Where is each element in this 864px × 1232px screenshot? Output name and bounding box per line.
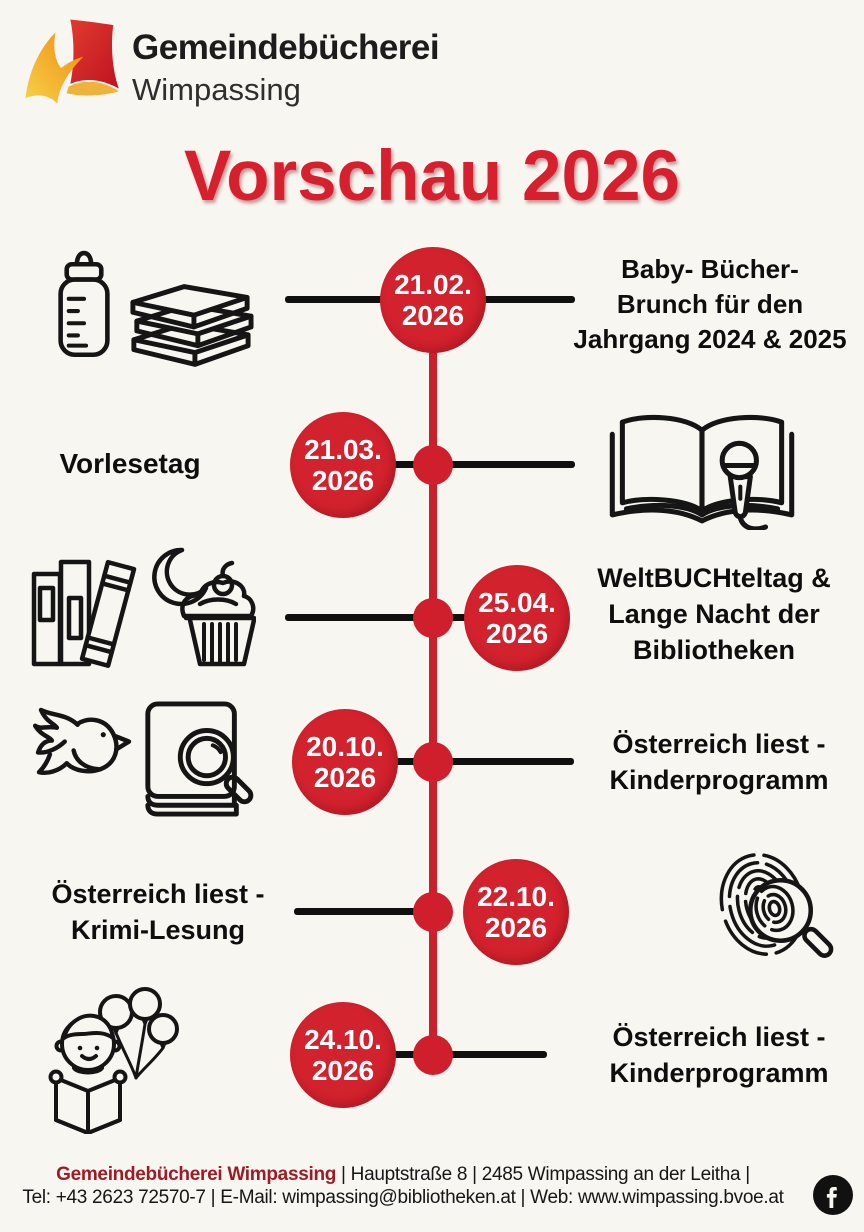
shelf-books-moon-cupcake-icon [31, 547, 256, 668]
book-magnifier-icon [145, 701, 254, 817]
date-day: 21.03. [304, 433, 382, 465]
date-day: 24.10. [304, 1023, 382, 1055]
timeline-node-dot [413, 742, 453, 782]
org-name-block: Gemeindebücherei Wimpassing [132, 28, 440, 107]
timeline-vertical-line [429, 300, 437, 1058]
event-label: Österreich liest - Krimi-Lesung [51, 879, 265, 945]
footer-contact-line: Tel: +43 2623 72570-7 | E-Mail: wimpassi… [22, 1187, 784, 1208]
fingerprint-magnifier-icon [719, 852, 834, 958]
timeline-node-dot [413, 445, 453, 485]
date-day: 22.10. [477, 880, 555, 912]
timeline-connector [294, 908, 436, 915]
timeline-node-dot [413, 598, 453, 638]
event-label: WeltBUCHteltag & Lange Nacht der Bibliot… [597, 563, 831, 665]
timeline-connector [392, 758, 574, 765]
cupcake-icon [180, 560, 256, 667]
facebook-icon[interactable] [812, 1174, 854, 1216]
timeline-connector [390, 461, 575, 468]
date-badge: 22.10. 2026 [463, 859, 569, 965]
date-year: 2026 [311, 1055, 375, 1086]
timeline-node-dot [413, 1035, 453, 1075]
timeline-connector [392, 1051, 547, 1058]
book-stack-icon [130, 284, 254, 367]
timeline-node-dot [413, 892, 453, 932]
footer: Gemeindebücherei Wimpassing | Hauptstraß… [0, 1163, 806, 1209]
open-book-microphone-icon [609, 414, 795, 530]
library-logo-icon [25, 19, 119, 104]
baby-bottle-icon [58, 250, 110, 358]
footer-org-name: Gemeindebücherei Wimpassing [56, 1164, 337, 1185]
footer-address-line: Gemeindebücherei Wimpassing | Hauptstraß… [0, 1163, 806, 1186]
date-year: 2026 [401, 300, 465, 331]
event-label: Vorlesetag [59, 448, 201, 479]
page-title: Vorschau 2026 [184, 137, 680, 216]
child-reading-balloons-icon [48, 987, 179, 1134]
date-day: 21.02. [394, 268, 472, 300]
org-name-line1: Gemeindebücherei [132, 28, 440, 67]
date-badge: 25.04. 2026 [464, 565, 570, 671]
date-year: 2026 [484, 912, 548, 943]
date-badge: 20.10. 2026 [292, 709, 398, 815]
footer-address: | Hauptstraße 8 | 2485 Wimpassing an der… [336, 1164, 750, 1185]
date-day: 20.10. [306, 730, 384, 762]
event-label: Österreich liest - Kinderprogramm [609, 1022, 829, 1088]
date-year: 2026 [311, 465, 375, 496]
date-badge: 21.02. 2026 [380, 247, 486, 353]
date-year: 2026 [485, 618, 549, 649]
bird-icon [33, 707, 132, 775]
event-label: Baby- Bücher- Brunch für den Jahrgang 20… [573, 254, 847, 354]
timeline-connector [285, 614, 475, 621]
date-badge: 24.10. 2026 [290, 1002, 396, 1108]
org-name-line2: Wimpassing [132, 71, 301, 107]
date-day: 25.04. [478, 586, 556, 618]
date-badge: 21.03. 2026 [290, 412, 396, 518]
event-label: Österreich liest - Kinderprogramm [609, 729, 829, 795]
date-year: 2026 [313, 762, 377, 793]
